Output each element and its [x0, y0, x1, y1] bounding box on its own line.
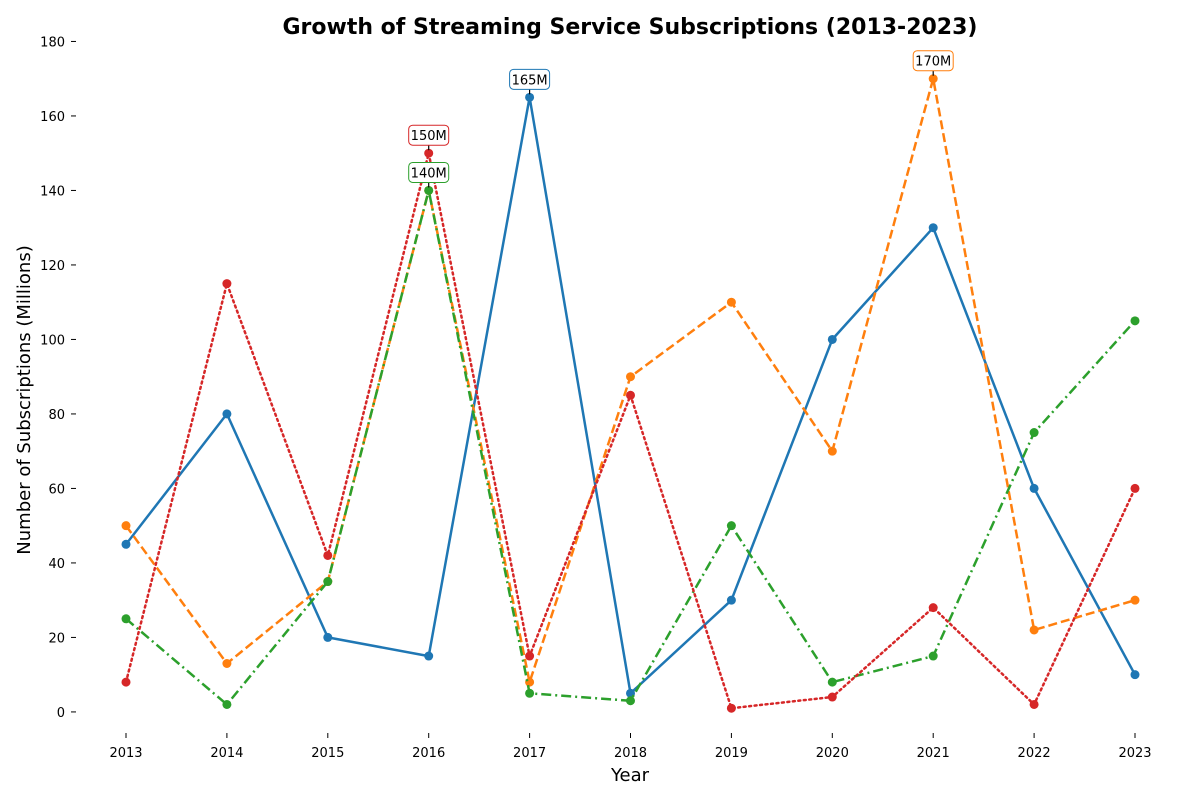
data-point [1029, 699, 1039, 709]
x-tick-label: 2017 [513, 746, 546, 761]
y-tick-label: 80 [48, 408, 65, 423]
data-point [323, 550, 333, 560]
x-tick-label: 2021 [917, 746, 950, 761]
data-point [121, 521, 131, 531]
y-axis-label: Number of Subscriptions (Millions) [14, 245, 35, 554]
data-point [626, 696, 635, 706]
y-tick-label: 180 [40, 35, 65, 50]
data-point [525, 688, 535, 698]
data-point [726, 703, 736, 713]
data-point [928, 651, 938, 661]
data-point [626, 372, 635, 382]
x-tick-label: 2022 [1018, 746, 1051, 761]
data-point [928, 223, 938, 233]
data-point [1029, 428, 1039, 438]
annotation-box [509, 68, 551, 90]
data-point [626, 390, 635, 400]
x-axis-label: Year [610, 765, 650, 786]
annotation-label: 170M [915, 55, 951, 70]
data-point [928, 603, 938, 613]
x-tick-label: 2014 [210, 746, 243, 761]
y-tick-label: 0 [57, 706, 65, 721]
data-point [121, 539, 131, 549]
series-layer [121, 74, 1140, 713]
data-point [1029, 483, 1039, 493]
annotation-label: 165M [512, 73, 548, 88]
chart-title: Growth of Streaming Service Subscription… [283, 15, 978, 40]
y-tick-label: 60 [48, 482, 65, 497]
x-tick-label: 2020 [816, 746, 849, 761]
series-4 [121, 148, 1140, 713]
data-point [424, 651, 434, 661]
y-tick-label: 160 [40, 110, 65, 125]
annotation-box [408, 124, 450, 146]
series-line [125, 189, 1136, 706]
series-1 [121, 92, 1140, 698]
data-point [928, 74, 938, 84]
data-point [1130, 595, 1140, 605]
y-tick-label: 140 [40, 184, 65, 199]
annotation-label: 140M [411, 166, 447, 181]
data-point [525, 677, 535, 687]
x-tick-label: 2015 [311, 746, 344, 761]
data-point [222, 659, 232, 669]
x-tick-label: 2013 [109, 746, 142, 761]
annotation: 170M [912, 50, 954, 76]
series-2 [121, 74, 1140, 687]
data-point [222, 279, 232, 289]
data-point [1029, 625, 1039, 635]
data-point [827, 446, 837, 456]
annotation-label: 150M [411, 129, 447, 144]
annotation-box [408, 161, 450, 183]
annotation-box [912, 50, 954, 72]
data-point [726, 521, 736, 531]
data-point [323, 632, 333, 642]
data-point [222, 699, 232, 709]
data-point [424, 185, 434, 195]
y-tick-label: 20 [48, 631, 65, 646]
x-axis: 2013 2014 2015 2016 2017 2018 2019 2020 2021 2022… [109, 733, 1152, 761]
data-point [1130, 483, 1140, 493]
data-point [525, 92, 535, 102]
data-point [424, 148, 434, 158]
x-tick-label: 2016 [412, 746, 445, 761]
data-point [827, 692, 837, 702]
y-tick-label: 40 [48, 557, 65, 572]
series-line [124, 151, 1137, 710]
data-point [726, 595, 736, 605]
y-axis: 0 20 40 60 80 100 120 140 160 180 [40, 35, 76, 721]
y-tick-label: 120 [40, 259, 65, 274]
annotation-layer: 165M 170M 150M 140M [408, 50, 954, 188]
series-3 [121, 185, 1140, 709]
annotation: 150M [408, 124, 450, 151]
annotation: 140M [408, 161, 450, 188]
data-point [525, 651, 535, 661]
data-point [1130, 670, 1140, 680]
data-point [827, 334, 837, 344]
data-point [121, 614, 131, 624]
data-point [1130, 316, 1140, 326]
data-point [726, 297, 736, 307]
data-point [827, 677, 837, 687]
x-tick-label: 2019 [715, 746, 748, 761]
x-tick-label: 2018 [614, 746, 647, 761]
annotation: 165M [509, 68, 551, 95]
data-point [222, 409, 232, 419]
y-tick-label: 100 [40, 333, 65, 348]
data-point [121, 677, 131, 687]
x-tick-label: 2023 [1118, 746, 1151, 761]
data-point [323, 577, 333, 587]
